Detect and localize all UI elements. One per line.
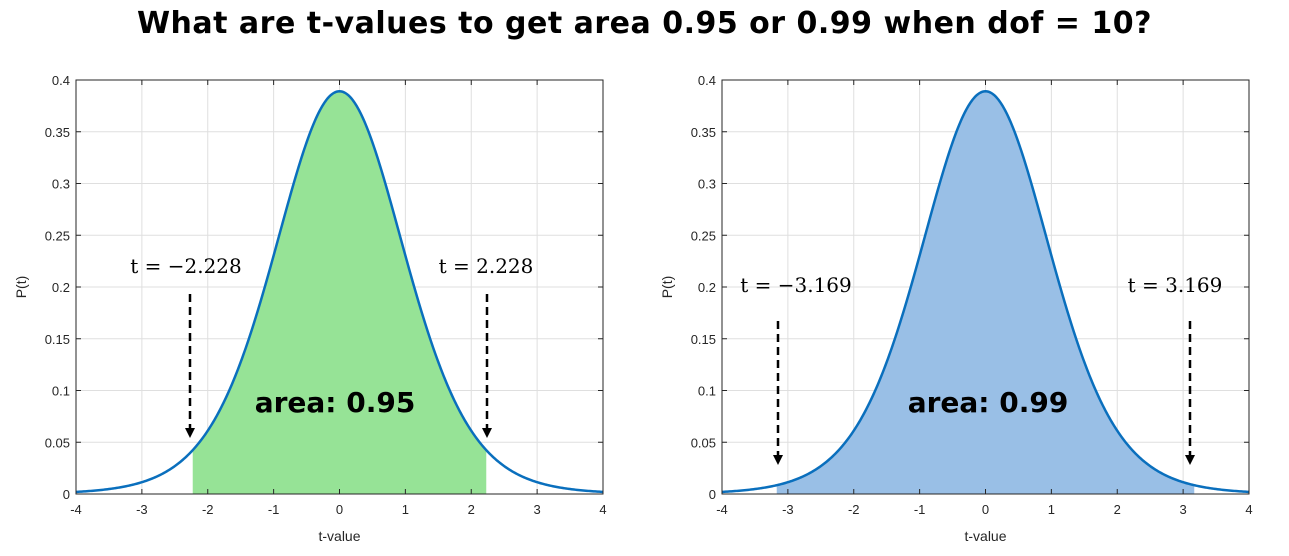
density-curve <box>75 90 604 494</box>
x-axis-label: t-value <box>318 528 360 544</box>
right-t-annotation: t = 3.169 <box>1128 273 1223 297</box>
area-label: area: 0.99 <box>908 386 1069 419</box>
x-tick-label: 0 <box>336 502 343 517</box>
x-tick-label: -2 <box>202 502 214 517</box>
x-tick-label: 1 <box>1048 502 1055 517</box>
left-arrow-head <box>773 455 783 465</box>
left-t-annotation: t = −2.228 <box>130 254 242 278</box>
x-tick-label: 4 <box>1245 502 1252 517</box>
chart-panel-2: -4 -3 -2 -1 0 1 2 3 4 0 0.05 0.1 0.15 0.2 0.25 0.3 0.35 0… <box>659 73 1253 544</box>
y-tick-label: 0.15 <box>45 332 70 347</box>
x-tick-label: -3 <box>782 502 794 517</box>
figure-title: What are t-values to get area 0.95 or 0.… <box>136 6 1153 41</box>
x-tick-label: -1 <box>914 502 926 517</box>
y-tick-label: 0.4 <box>698 73 716 88</box>
x-tick-label: -4 <box>70 502 82 517</box>
x-tick-label: 2 <box>468 502 475 517</box>
y-tick-label: 0.3 <box>698 177 716 192</box>
y-tick-label: 0.35 <box>691 125 716 140</box>
right-t-annotation: t = 2.228 <box>439 254 534 278</box>
shaded-area <box>776 91 1195 495</box>
y-tick-label: 0.15 <box>691 332 716 347</box>
y-tick-label: 0.3 <box>52 177 70 192</box>
left-arrow-head <box>185 428 195 438</box>
y-tick-label: 0.1 <box>698 384 716 399</box>
y-tick-label: 0.1 <box>52 384 70 399</box>
x-tick-label: 2 <box>1114 502 1121 517</box>
y-tick-label: 0.25 <box>691 228 716 243</box>
x-tick-label: 0 <box>982 502 989 517</box>
left-t-annotation: t = −3.169 <box>740 273 852 297</box>
density-curve <box>721 90 1250 494</box>
x-tick-label: 4 <box>599 502 606 517</box>
y-tick-label: 0.05 <box>691 435 716 450</box>
y-tick-label: 0.05 <box>45 435 70 450</box>
x-axis-label: t-value <box>964 528 1006 544</box>
y-tick-label: 0.2 <box>698 280 716 295</box>
right-arrow-head <box>482 428 492 438</box>
y-axis-label: P(t) <box>13 276 29 299</box>
y-tick-label: 0.25 <box>45 228 70 243</box>
chart-panel-1: -4 -3 -2 -1 0 1 2 3 4 0 0.05 0.1 0.15 0.2 0.25 0.3 0.35 0… <box>13 73 607 544</box>
y-tick-label: 0 <box>709 487 716 502</box>
y-tick-label: 0.2 <box>52 280 70 295</box>
x-tick-label: 3 <box>534 502 541 517</box>
shaded-area <box>192 91 487 495</box>
x-tick-label: -4 <box>716 502 728 517</box>
x-tick-label: -2 <box>848 502 860 517</box>
x-tick-label: -3 <box>136 502 148 517</box>
y-tick-label: 0.35 <box>45 125 70 140</box>
y-axis-label: P(t) <box>659 276 675 299</box>
x-tick-label: -1 <box>268 502 280 517</box>
right-arrow-head <box>1185 455 1195 465</box>
area-label: area: 0.95 <box>255 386 416 419</box>
y-tick-label: 0.4 <box>52 73 70 88</box>
y-tick-label: 0 <box>63 487 70 502</box>
x-tick-label: 3 <box>1180 502 1187 517</box>
x-tick-label: 1 <box>402 502 409 517</box>
